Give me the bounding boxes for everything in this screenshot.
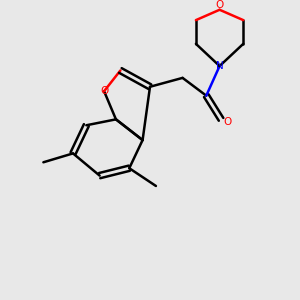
Text: O: O xyxy=(215,0,224,10)
Text: N: N xyxy=(216,61,224,71)
Text: O: O xyxy=(224,117,232,127)
Text: O: O xyxy=(100,86,108,96)
